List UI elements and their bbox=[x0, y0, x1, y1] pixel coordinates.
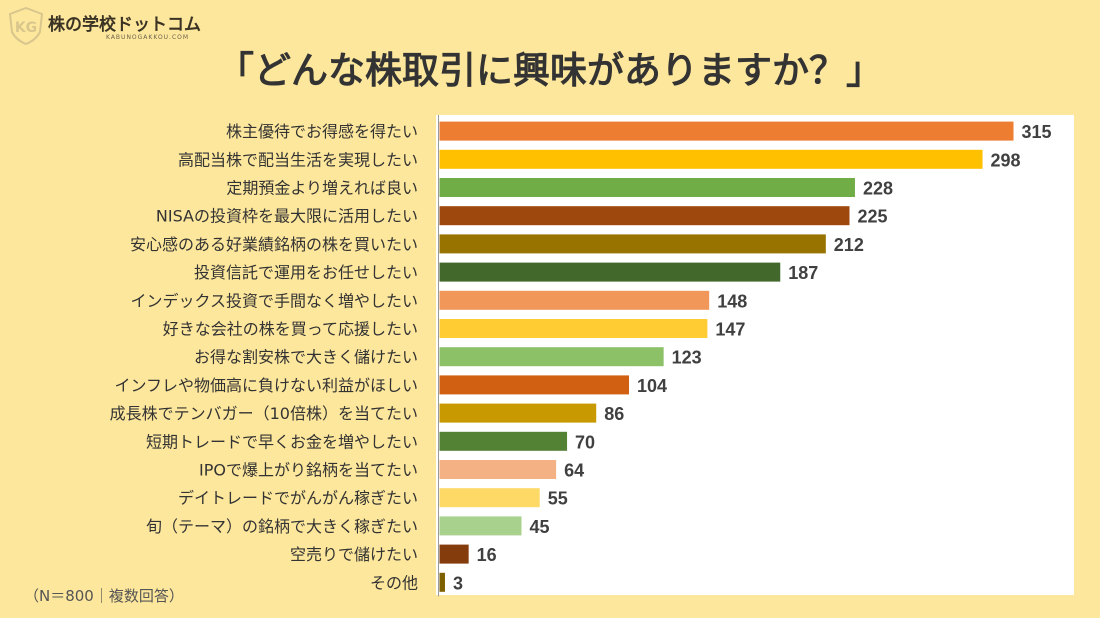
category-label: 投資信託で運用をお任せしたい bbox=[194, 263, 418, 282]
bar bbox=[439, 234, 826, 254]
chart-title: 「どんな株取引に興味がありますか？」 bbox=[217, 49, 883, 92]
value-label: 3 bbox=[453, 573, 463, 593]
bar bbox=[439, 149, 983, 169]
category-label: IPOで爆上がり銘柄を当てたい bbox=[199, 461, 418, 480]
bar bbox=[439, 488, 540, 508]
category-label: その他 bbox=[370, 573, 418, 592]
value-label: 225 bbox=[858, 207, 888, 227]
category-label: NISAの投資枠を最大限に活用したい bbox=[156, 207, 418, 226]
category-label: 旬（テーマ）の銘柄で大きく稼ぎたい bbox=[146, 517, 418, 536]
logo: KG 株の学校ドットコム KABUNOGAKKOU.COM bbox=[6, 6, 236, 46]
value-label: 212 bbox=[834, 235, 864, 255]
logo-subtitle: KABUNOGAKKOU.COM bbox=[106, 34, 190, 41]
bar bbox=[439, 431, 568, 451]
value-label: 86 bbox=[604, 404, 624, 424]
value-label: 315 bbox=[1022, 122, 1052, 142]
category-label: 定期預金より増えれば良い bbox=[226, 179, 418, 198]
bar bbox=[439, 572, 445, 592]
category-label: デイトレードでがんがん稼ぎたい bbox=[178, 489, 418, 508]
value-label: 123 bbox=[672, 348, 702, 368]
value-label: 70 bbox=[575, 432, 595, 452]
category-label: インデックス投資で手間なく増やしたい bbox=[130, 291, 418, 310]
category-label: インフレや物価高に負けない利益がほしい bbox=[114, 376, 418, 395]
value-label: 187 bbox=[788, 263, 818, 283]
category-label: 成長株でテンバガー（10倍株）を当てたい bbox=[110, 404, 418, 423]
bar bbox=[439, 319, 708, 338]
logo-name: 株の学校ドットコム bbox=[48, 15, 201, 35]
value-label: 16 bbox=[477, 545, 497, 565]
bar bbox=[439, 178, 855, 197]
category-label: 株主優待でお得感を得たい bbox=[226, 122, 418, 141]
bar bbox=[439, 375, 630, 395]
sample-note: （N＝800｜複数回答） bbox=[24, 587, 184, 605]
bar bbox=[439, 403, 597, 423]
bar bbox=[439, 121, 1014, 141]
value-label: 147 bbox=[715, 320, 745, 340]
bar bbox=[439, 460, 557, 479]
logo-mark-text: KG bbox=[15, 20, 37, 36]
value-label: 148 bbox=[717, 291, 747, 311]
category-label: 短期トレードで早くお金を増やしたい bbox=[146, 432, 418, 451]
value-label: 104 bbox=[637, 376, 667, 396]
logo-shield-icon: KG bbox=[8, 6, 44, 46]
bar bbox=[439, 206, 850, 226]
value-label: 64 bbox=[564, 461, 584, 481]
bar bbox=[439, 516, 522, 536]
bar bbox=[439, 290, 710, 310]
value-label: 55 bbox=[548, 489, 568, 509]
bar bbox=[439, 262, 781, 282]
value-label: 298 bbox=[991, 150, 1021, 170]
value-label: 228 bbox=[863, 179, 893, 199]
bar bbox=[439, 544, 469, 564]
category-label: 高配当株で配当生活を実現したい bbox=[178, 150, 418, 169]
category-label: 空売りで儲けたい bbox=[290, 545, 418, 564]
category-label: 好きな会社の株を買って応援したい bbox=[163, 320, 418, 339]
category-label: 安心感のある好業績銘柄の株を買いたい bbox=[130, 235, 418, 254]
bar bbox=[439, 347, 664, 367]
value-label: 45 bbox=[530, 517, 550, 537]
category-label: お得な割安株で大きく儲けたい bbox=[194, 348, 418, 367]
